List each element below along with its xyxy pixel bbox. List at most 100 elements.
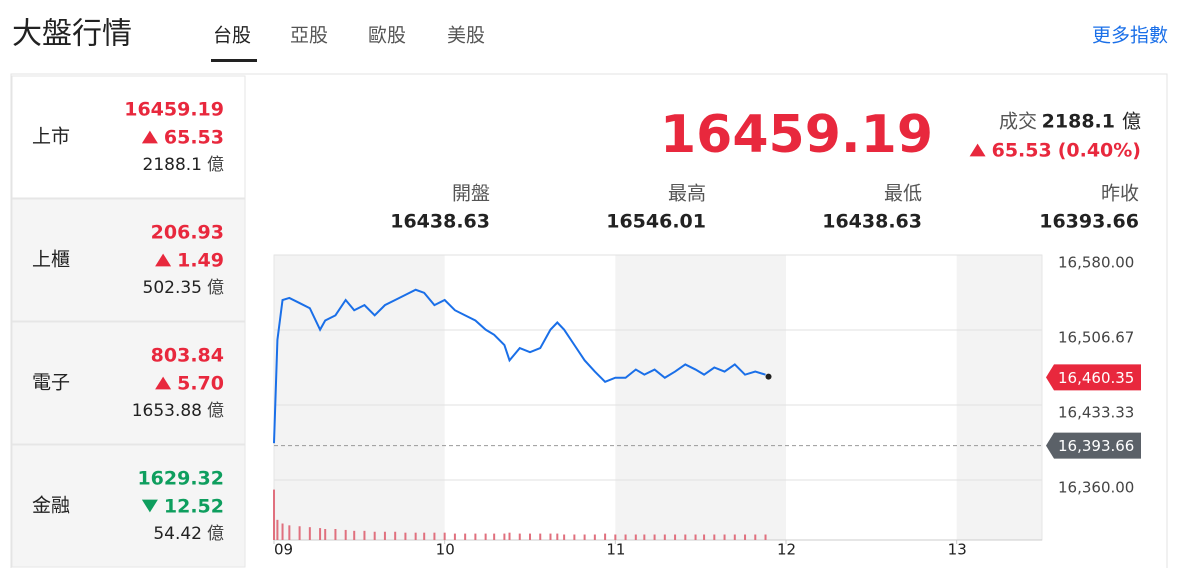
volume-bar [334, 529, 337, 540]
x-tick-label: 12 [777, 541, 796, 559]
index-name: 金融 [32, 495, 70, 517]
stat-label: 昨收 [1101, 183, 1139, 205]
main-price: 16459.19 [660, 105, 933, 165]
volume-bar [383, 531, 386, 540]
volume-bar [703, 534, 706, 540]
price-tag [1046, 364, 1141, 391]
volume-bar [653, 534, 656, 540]
price-tag-label: 16,460.35 [1058, 369, 1134, 387]
session-band [956, 255, 1042, 540]
more-link[interactable]: 更多指數 [1092, 25, 1168, 47]
volume-bar [281, 523, 284, 540]
index-unit: 億 [207, 278, 224, 298]
index-name: 電子 [32, 372, 70, 394]
volume-bar [273, 489, 275, 540]
sidebar-row[interactable] [11, 321, 246, 445]
volume-bar [503, 533, 506, 540]
index-name: 上櫃 [32, 249, 70, 271]
volume-bar [394, 531, 397, 540]
volume-bar [593, 534, 596, 540]
change-arrow [155, 253, 172, 267]
tab-underline [211, 59, 257, 62]
volume-bar [549, 533, 552, 540]
volume-bar [713, 534, 716, 540]
summary-change-pct: (0.40%) [1058, 140, 1141, 162]
index-volume: 2188.1 [143, 155, 202, 175]
stat-label: 最高 [668, 183, 706, 205]
volume-bar [684, 534, 687, 540]
volume-bar [276, 519, 279, 540]
price-tag [1046, 432, 1141, 459]
tab[interactable]: 美股 [447, 25, 485, 47]
stat-label: 開盤 [452, 183, 490, 205]
index-volume: 54.42 [153, 524, 202, 544]
volume-bar [723, 534, 726, 540]
stat-value: 16393.66 [1039, 211, 1139, 233]
volume-bar [493, 533, 496, 540]
change-arrow [155, 376, 172, 390]
index-price: 16459.19 [124, 99, 224, 121]
change-arrow [141, 130, 158, 144]
summary-change: 65.53 [992, 140, 1052, 162]
tab[interactable]: 亞股 [290, 25, 328, 47]
stat-label: 最低 [884, 183, 922, 205]
volume-bar [694, 534, 697, 540]
volume-bar [298, 526, 301, 540]
volume-bar [404, 532, 407, 540]
volume-bar [453, 533, 456, 540]
volume-bar [518, 533, 521, 540]
volume-bar [563, 534, 566, 540]
summary-arrow [969, 143, 986, 157]
index-price: 1629.32 [137, 468, 224, 490]
stat-value: 16438.63 [822, 211, 922, 233]
volume-bar [643, 534, 646, 540]
last-point [765, 373, 772, 380]
volume-bar [474, 533, 477, 540]
x-tick-label: 13 [948, 541, 967, 559]
sidebar-row[interactable] [11, 444, 246, 568]
summary-unit: 億 [1122, 111, 1141, 133]
volume-bar [556, 533, 559, 540]
index-volume: 1653.88 [132, 401, 202, 421]
index-unit: 億 [207, 524, 224, 544]
summary-volume-label: 成交 [999, 111, 1037, 133]
volume-bar [764, 534, 767, 540]
volume-bar [754, 534, 757, 540]
price-tag-label: 16,393.66 [1058, 437, 1134, 455]
volume-bar [363, 530, 366, 540]
session-band [615, 255, 786, 540]
index-unit: 億 [207, 401, 224, 421]
index-change: 5.70 [177, 373, 224, 395]
index-change: 12.52 [164, 496, 224, 518]
x-tick-label: 11 [606, 541, 625, 559]
volume-bar [484, 533, 487, 540]
index-change: 65.53 [164, 127, 224, 149]
volume-bar [674, 534, 677, 540]
stat-value: 16438.63 [390, 211, 490, 233]
volume-bar [539, 533, 542, 540]
volume-bar [353, 530, 356, 540]
panel [10, 73, 1168, 568]
volume-bar [529, 533, 531, 540]
tab[interactable]: 台股 [213, 25, 251, 47]
volume-bar [319, 528, 322, 540]
sidebar-row[interactable] [11, 198, 246, 322]
volume-bar [744, 534, 747, 540]
index-name: 上市 [32, 126, 70, 148]
volume-bar [344, 529, 347, 540]
tab[interactable]: 歐股 [368, 25, 406, 47]
volume-bar [634, 534, 637, 540]
volume-bar [624, 534, 627, 540]
sidebar-row[interactable] [11, 75, 246, 199]
y-tick-label: 16,433.33 [1058, 404, 1134, 422]
volume-bar [373, 531, 376, 540]
volume-bar [433, 532, 436, 540]
summary-volume: 2188.1 [1042, 111, 1115, 133]
volume-bar [614, 534, 617, 540]
y-tick-label: 16,360.00 [1058, 479, 1134, 497]
index-volume: 502.35 [143, 278, 202, 298]
volume-bar [733, 534, 736, 540]
volume-bar [464, 533, 467, 540]
index-change: 1.49 [177, 250, 224, 272]
